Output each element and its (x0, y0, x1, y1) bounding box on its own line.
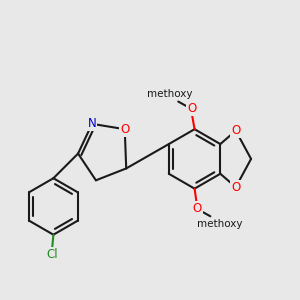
Text: methoxy: methoxy (187, 96, 193, 97)
Text: methoxy: methoxy (196, 219, 242, 229)
Text: Cl: Cl (46, 248, 58, 260)
Text: methoxy: methoxy (147, 89, 192, 99)
Text: O: O (120, 123, 129, 136)
Text: O: O (231, 124, 240, 137)
Text: N: N (88, 117, 96, 130)
Text: O: O (192, 202, 202, 215)
Text: O: O (187, 103, 196, 116)
Text: O: O (231, 181, 240, 194)
